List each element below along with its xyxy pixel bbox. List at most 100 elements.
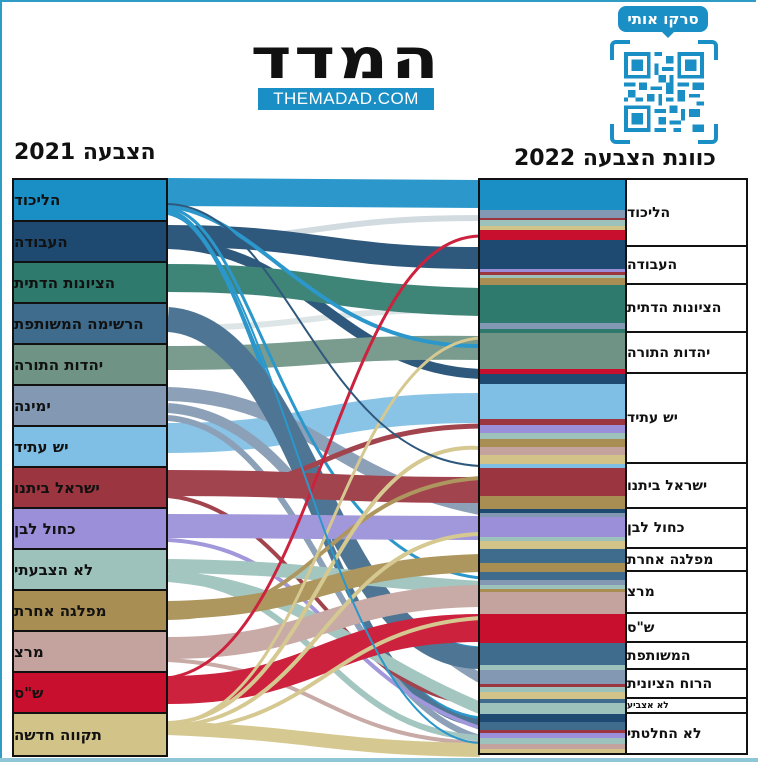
stripe [480, 738, 626, 744]
stripe [480, 670, 626, 684]
stripe [480, 541, 626, 549]
target-nodes: הליכוד העבודה הציונות הדתית יהדות התורה … [625, 178, 748, 755]
stripe [480, 572, 626, 580]
target-node: לא החלטתי [627, 725, 702, 742]
target-node: יהדות התורה [627, 333, 746, 374]
stripe [480, 384, 626, 419]
stripe [480, 699, 626, 703]
target-node: המשותפת [627, 643, 746, 670]
target-node: לא אצביע [627, 699, 746, 714]
stripe [480, 592, 626, 614]
stripe [480, 722, 626, 730]
stripe [480, 509, 626, 513]
stripe [480, 419, 626, 425]
stripe [480, 614, 626, 643]
stripe [480, 496, 626, 509]
stripe [480, 692, 626, 699]
source-node: מפלגה אחרת [14, 591, 166, 632]
stripe [480, 220, 626, 226]
stripe [480, 374, 626, 384]
scan-me-label: סרקו אותי [618, 6, 708, 38]
stripe [480, 247, 626, 269]
stripe [480, 369, 626, 374]
target-node: הליכוד [627, 180, 746, 247]
source-node: מרצ [14, 632, 166, 673]
source-node: ימינה [14, 386, 166, 427]
source-node: לא הצבעתי [14, 550, 166, 591]
stripe [480, 447, 626, 455]
target-node: ישראל ביתנו [627, 464, 746, 509]
qr-block: סרקו אותי [608, 6, 720, 146]
source-title: הצבעה 2021 [14, 140, 156, 165]
target-node: יש עתיד [627, 374, 746, 464]
stripe [480, 563, 626, 572]
source-node: הרשימה המשותפת [14, 304, 166, 345]
stripe [480, 210, 626, 218]
qr-frame [610, 40, 718, 144]
stripe [480, 464, 626, 468]
source-node: הציונות הדתית [14, 263, 166, 304]
stripe [480, 425, 626, 433]
target-node: מרצ [627, 572, 746, 614]
target-title: כוונת הצבעה 2022 [514, 146, 716, 171]
stripe [480, 468, 626, 496]
stripe [480, 714, 626, 722]
source-node: יהדות התורה [14, 345, 166, 386]
stripe [480, 180, 626, 210]
stripe [480, 643, 626, 665]
stripe [480, 455, 626, 464]
source-node: כחול לבן [14, 509, 166, 550]
source-node: יש עתיד [14, 427, 166, 468]
source-node: ש"ס [14, 673, 166, 714]
source-nodes: הליכוד העבודה הציונות הדתית הרשימה המשות… [12, 178, 168, 757]
stripe [480, 275, 626, 278]
stripe [480, 549, 626, 563]
logo-english: THEMADAD.COM [258, 88, 434, 110]
source-node: ישראל ביתנו [14, 468, 166, 509]
stripe [480, 230, 626, 240]
target-node: הציונות הדתית [627, 285, 746, 333]
stripe [480, 439, 626, 447]
stripe [480, 269, 626, 272]
stripe [480, 272, 626, 275]
stripe [480, 240, 626, 247]
target-node: ש"ס [627, 614, 746, 643]
source-node: הליכוד [14, 180, 166, 222]
stripe [480, 226, 626, 230]
target-node: העבודה [627, 247, 746, 285]
bottom-border [0, 758, 758, 762]
stripe [480, 744, 626, 749]
stripe [480, 323, 626, 329]
sankey-flows [168, 178, 480, 757]
stripe [480, 585, 626, 589]
stripe [480, 703, 626, 714]
target-stack [478, 178, 626, 755]
qr-corner-icon [698, 124, 718, 144]
source-node: תקווה חדשה [14, 714, 166, 755]
themadad-logo: המדד THEMADAD.COM [250, 32, 439, 110]
stripe [480, 730, 626, 733]
target-node: הרוח הציונית [627, 670, 746, 699]
stripe [480, 749, 626, 753]
qr-corner-icon [610, 40, 630, 60]
stripe [480, 433, 626, 439]
stripe [480, 218, 626, 220]
qr-corner-icon [698, 40, 718, 60]
target-node: מפלגה אחרת [627, 549, 746, 572]
qr-code-icon [624, 52, 704, 132]
source-node: העבודה [14, 222, 166, 263]
stripe [480, 589, 626, 592]
stripe [480, 329, 626, 333]
stripe [480, 333, 626, 369]
qr-corner-icon [610, 124, 630, 144]
stripe [480, 684, 626, 687]
stripe [480, 278, 626, 285]
stripe [480, 285, 626, 323]
target-node: כחול לבן [627, 509, 746, 549]
logo-hebrew: המדד [250, 27, 442, 92]
stripe [480, 513, 626, 517]
stripe [480, 687, 626, 692]
stripe [480, 733, 626, 738]
stripe [480, 580, 626, 585]
stripe [480, 517, 626, 537]
